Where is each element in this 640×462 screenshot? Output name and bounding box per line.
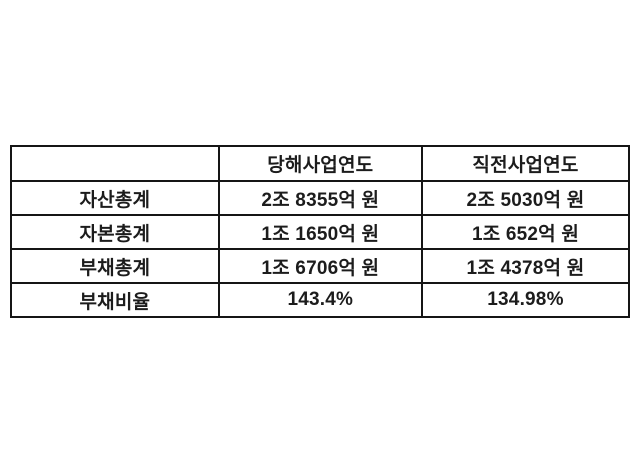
value-current-year: 2조 8355억 원 <box>217 180 423 216</box>
value-current-year: 1조 6706억 원 <box>217 248 423 284</box>
row-label: 자산총계 <box>10 180 220 216</box>
header-cell-blank <box>10 145 220 182</box>
value-previous-year: 134.98% <box>420 282 631 318</box>
row-label: 부채비율 <box>10 282 220 318</box>
header-cell-previous-year: 직전사업연도 <box>420 145 631 182</box>
table-row-total-liabilities: 부채총계 1조 6706억 원 1조 4378억 원 <box>10 248 631 284</box>
table-row-debt-ratio: 부채비율 143.4% 134.98% <box>10 282 631 318</box>
table-row-total-assets: 자산총계 2조 8355억 원 2조 5030억 원 <box>10 180 631 216</box>
header-cell-current-year: 당해사업연도 <box>217 145 423 182</box>
table-row-total-equity: 자본총계 1조 1650억 원 1조 652억 원 <box>10 214 631 250</box>
value-previous-year: 1조 652억 원 <box>420 214 631 250</box>
row-label: 자본총계 <box>10 214 220 250</box>
row-label: 부채총계 <box>10 248 220 284</box>
value-previous-year: 1조 4378억 원 <box>420 248 631 284</box>
table-header-row: 당해사업연도 직전사업연도 <box>10 145 631 182</box>
value-previous-year: 2조 5030억 원 <box>420 180 631 216</box>
value-current-year: 143.4% <box>217 282 423 318</box>
financial-summary-table: 당해사업연도 직전사업연도 자산총계 2조 8355억 원 2조 5030억 원… <box>10 145 631 318</box>
value-current-year: 1조 1650억 원 <box>217 214 423 250</box>
